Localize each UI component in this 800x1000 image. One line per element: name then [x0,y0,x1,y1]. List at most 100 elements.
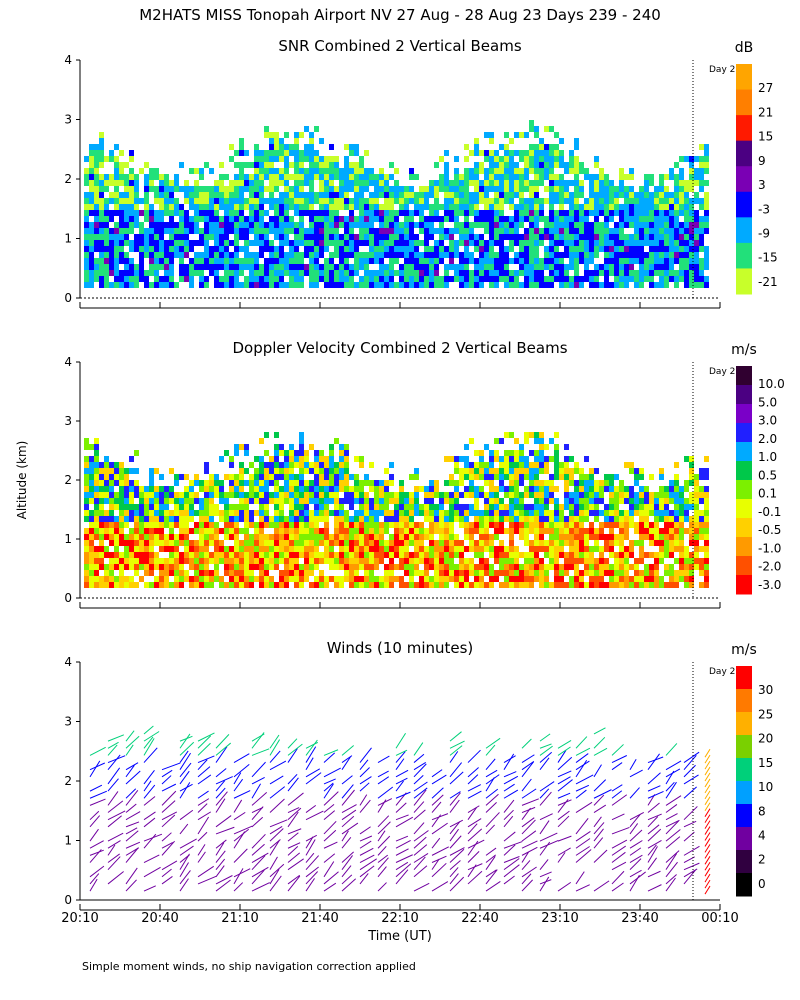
colorbar-label: -0.1 [758,505,781,519]
data-field [84,120,709,288]
x-tick-label: 23:40 [621,911,658,926]
figure-title: M2HATS MISS Tonopah Airport NV 27 Aug - … [139,6,661,24]
colorbar-label: -1.0 [758,541,781,555]
colorbar-segment [736,827,752,851]
colorbar-label: 10.0 [758,377,785,391]
colorbar-segment [736,781,752,805]
colorbar-label: 1.0 [758,450,777,464]
colorbar-segment [736,480,752,500]
day-marker-label: Day 2 [709,65,735,75]
y-tick-label: 4 [64,655,72,669]
colorbar-segment [736,758,752,782]
colorbar-label: 4 [758,828,766,842]
colorbar-label: 15 [758,756,773,770]
data-field [89,725,711,895]
colorbar-segment [736,712,752,736]
colorbar-label: 3 [758,178,766,192]
colorbar-segment [736,735,752,759]
colorbar-label: -3.0 [758,578,781,592]
colorbar-label: -9 [758,226,770,240]
colorbar-label: 2 [758,853,766,867]
colorbar-label: -0.5 [758,523,781,537]
y-tick-label: 1 [64,834,72,848]
colorbar-segment [736,518,752,538]
y-tick-label: 2 [64,473,72,487]
x-tick-label: 20:40 [141,911,178,926]
colorbar-label: 2.0 [758,432,777,446]
colorbar-segment [736,666,752,690]
colorbar-label: 27 [758,81,773,95]
day-marker-label: Day 2 [709,367,735,377]
colorbar-label: 8 [758,804,766,818]
y-tick-label: 3 [64,715,72,729]
x-tick-label: 00:10 [701,911,738,926]
y-tick-label: 0 [64,591,72,605]
colorbar-label: 25 [758,707,773,721]
colorbar-segment [736,423,752,443]
colorbar-segment [736,537,752,557]
x-axis-label: Time (UT) [367,929,432,944]
colorbar-label: -3 [758,202,770,216]
x-tick-label: 22:10 [381,911,418,926]
colorbar-label: 0 [758,877,766,891]
colorbar-segment [736,804,752,828]
y-tick-label: 4 [64,53,72,67]
colorbar-label: 30 [758,683,773,697]
colorbar [736,64,752,295]
colorbar-label: 0.5 [758,468,777,482]
y-tick-label: 2 [64,774,72,788]
colorbar-segment [736,64,752,91]
y-axis-label: Altitude (km) [15,441,29,520]
y-tick-label: 3 [64,113,72,127]
colorbar-segment [736,850,752,874]
colorbar-segment [736,689,752,713]
colorbar-label: 15 [758,130,773,144]
colorbar-segment [736,575,752,595]
day-marker-label: Day 2 [709,667,735,677]
panel-title: Winds (10 minutes) [327,639,474,657]
colorbar-label: 21 [758,105,773,119]
panel-title: SNR Combined 2 Vertical Beams [278,37,521,55]
colorbar-segment [736,191,752,218]
x-tick-label: 21:10 [221,911,258,926]
colorbar-units: m/s [731,642,757,658]
y-tick-label: 4 [64,355,72,369]
colorbar-segment [736,166,752,193]
x-tick-label: 22:40 [461,911,498,926]
y-tick-label: 1 [64,232,72,246]
data-field [84,432,709,588]
colorbar-segment [736,404,752,424]
colorbar-segment [736,242,752,269]
x-tick-label: 21:40 [301,911,338,926]
colorbar-label: -2.0 [758,560,781,574]
colorbar-label: 20 [758,732,773,746]
y-tick-label: 0 [64,291,72,305]
panel-2: Doppler Velocity Combined 2 Vertical Bea… [64,339,785,609]
colorbar-label: -15 [758,251,778,265]
colorbar-segment [736,366,752,386]
y-tick-label: 3 [64,414,72,428]
x-tick-label: 20:10 [61,911,98,926]
colorbar [736,666,752,897]
panel-title: Doppler Velocity Combined 2 Vertical Bea… [232,339,567,357]
y-tick-label: 0 [64,893,72,907]
colorbar-segment [736,461,752,481]
y-tick-label: 1 [64,532,72,546]
colorbar-segment [736,217,752,244]
colorbar-segment [736,89,752,116]
colorbar-units: m/s [731,342,757,358]
colorbar-label: 5.0 [758,395,777,409]
colorbar-label: 3.0 [758,414,777,428]
colorbar-units: dB [735,40,754,56]
colorbar-segment [736,385,752,405]
colorbar [736,366,752,595]
colorbar-segment [736,268,752,295]
colorbar-label: 0.1 [758,487,777,501]
colorbar-segment [736,115,752,142]
x-tick-label: 23:10 [541,911,578,926]
colorbar-segment [736,140,752,167]
y-tick-label: 2 [64,172,72,186]
